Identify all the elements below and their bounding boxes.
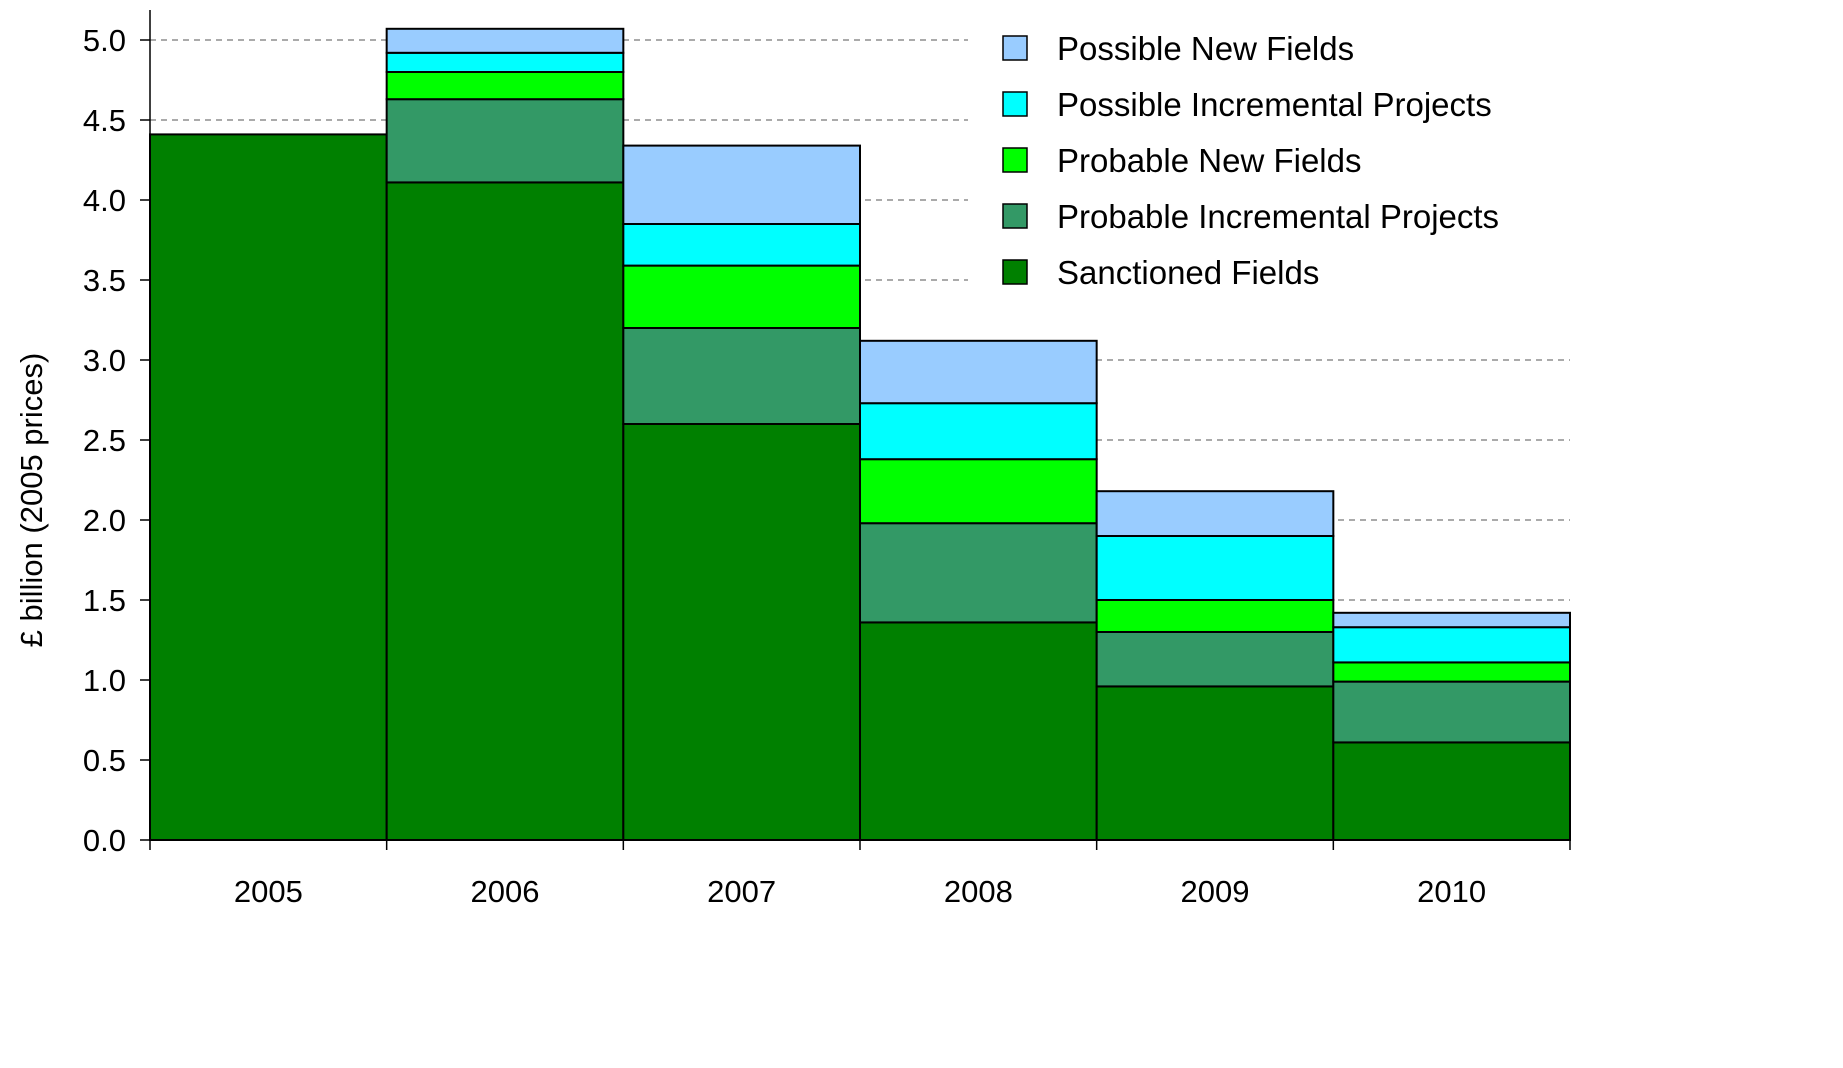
bar-segment xyxy=(1095,685,1335,842)
bar-segment xyxy=(385,71,625,101)
bar-segment xyxy=(859,522,1098,624)
x-tick-label: 2010 xyxy=(1417,874,1486,909)
bar-segment xyxy=(1332,741,1572,842)
legend-label: Possible Incremental Projects xyxy=(1057,86,1492,123)
bar-segment xyxy=(622,327,861,425)
legend-swatch xyxy=(1002,259,1028,285)
bar-segment xyxy=(1095,599,1335,633)
y-tick-label: 0.0 xyxy=(83,823,126,858)
y-tick-label: 2.5 xyxy=(83,423,126,458)
bar-segment xyxy=(859,402,1098,461)
legend: Possible New Fields Possible Incremental … xyxy=(1002,30,1499,291)
x-tick-label: 2007 xyxy=(707,874,776,909)
x-tick-label: 2005 xyxy=(234,874,303,909)
bar-segment xyxy=(622,264,861,330)
legend-label: Probable New Fields xyxy=(1057,142,1361,179)
y-tick-label: 1.5 xyxy=(83,583,126,618)
y-tick-label: 3.0 xyxy=(83,343,126,378)
legend-swatch xyxy=(1002,91,1028,117)
bar-segment xyxy=(1332,680,1572,744)
x-tick-label: 2008 xyxy=(944,874,1013,909)
axes xyxy=(140,10,1571,850)
bar-segment xyxy=(149,133,388,841)
bar-segment xyxy=(385,27,625,54)
y-tick-label: 0.5 xyxy=(83,743,126,778)
legend-label: Probable Incremental Projects xyxy=(1057,198,1499,235)
x-tick-label: 2006 xyxy=(471,874,540,909)
bar-segment xyxy=(385,51,625,73)
legend-label: Sanctioned Fields xyxy=(1057,254,1319,291)
legend-swatch xyxy=(1002,203,1028,229)
bar-segment xyxy=(859,339,1098,405)
bar-segment xyxy=(622,144,861,226)
bar-segment xyxy=(1332,611,1572,629)
bar-segment xyxy=(622,223,861,267)
legend-swatch xyxy=(1002,35,1028,61)
y-axis-title: £ billion (2005 prices) xyxy=(14,353,49,648)
y-tick-label: 3.5 xyxy=(83,263,126,298)
legend-label: Possible New Fields xyxy=(1057,30,1354,67)
bar-segment xyxy=(1095,490,1335,538)
bar-segment xyxy=(1332,626,1572,664)
y-tick-label: 2.0 xyxy=(83,503,126,538)
bar-segment xyxy=(385,98,625,184)
bars xyxy=(149,27,1572,842)
bar-segment xyxy=(1332,661,1572,683)
y-tick-labels: 0.0 0.5 1.0 1.5 2.0 2.5 3.0 3.5 4.0 4.5 5.0 xyxy=(83,23,126,858)
bar-segment xyxy=(859,458,1098,525)
y-tick-label: 1.0 xyxy=(83,663,126,698)
x-tick-labels: 2005 2006 2007 2008 2009 2010 xyxy=(234,874,1486,909)
bar-segment xyxy=(859,621,1098,842)
y-tick-label: 4.5 xyxy=(83,103,126,138)
y-tick-label: 4.0 xyxy=(83,183,126,218)
bar-segment xyxy=(1095,631,1335,688)
x-tick-label: 2009 xyxy=(1181,874,1250,909)
bar-segment xyxy=(1095,535,1335,601)
legend-swatch xyxy=(1002,147,1028,173)
bar-segment xyxy=(385,181,625,841)
y-tick-label: 5.0 xyxy=(83,23,126,58)
bar-segment xyxy=(622,423,861,841)
